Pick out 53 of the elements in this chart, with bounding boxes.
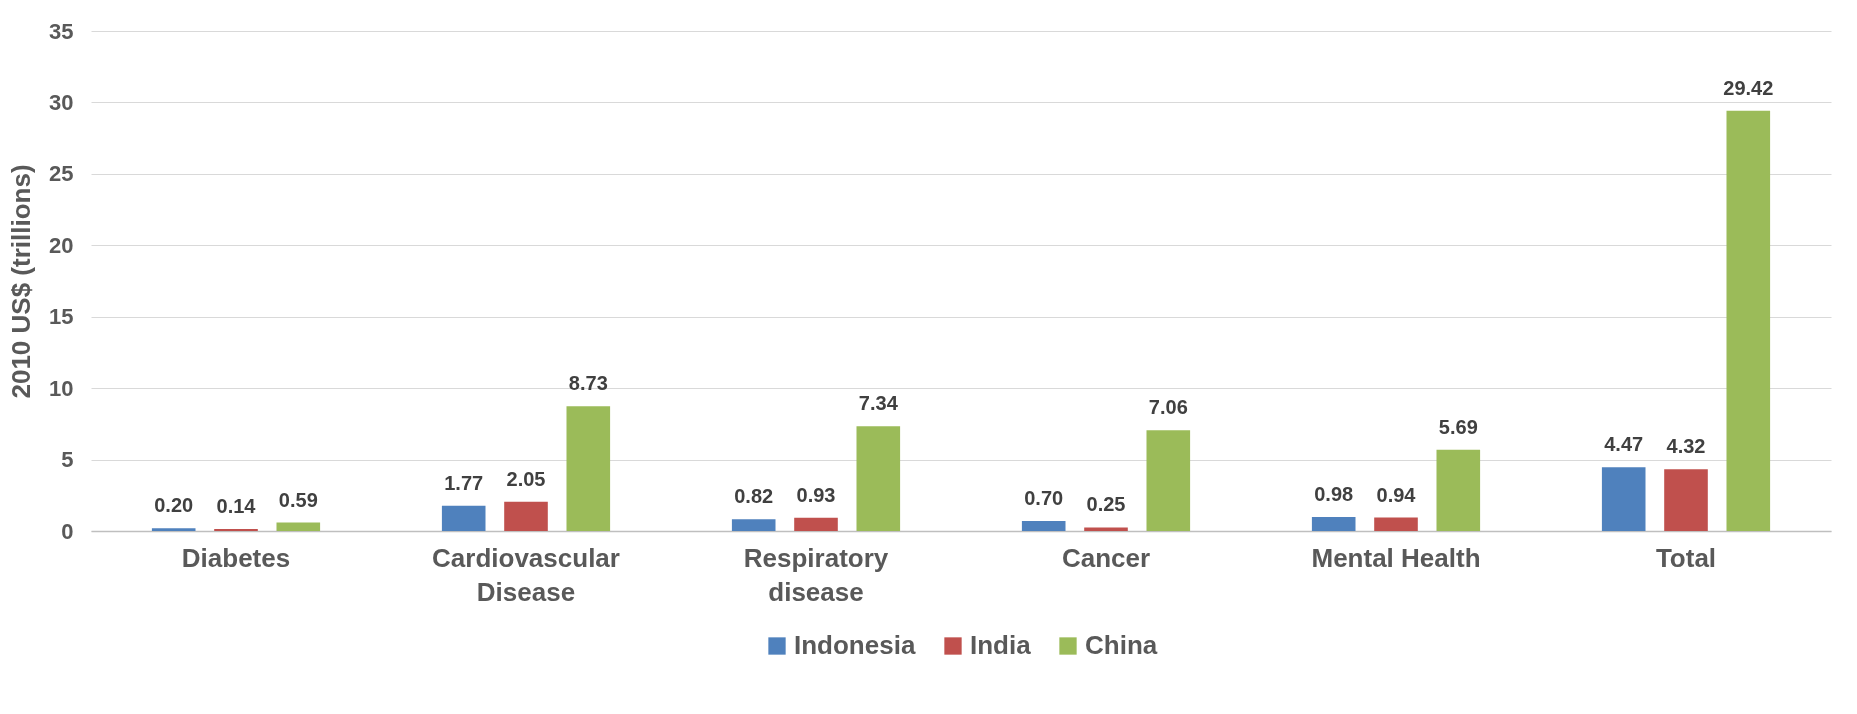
- data-label: 4.47: [1604, 433, 1644, 456]
- data-label: 0.94: [1376, 483, 1417, 506]
- bar: [566, 406, 611, 531]
- y-axis-title: 2010 US$ (trillions): [6, 164, 37, 399]
- data-label: 0.98: [1314, 483, 1354, 505]
- data-label: 1.77: [444, 471, 484, 494]
- y-tick-label: 0: [61, 518, 74, 544]
- data-label: 0.93: [796, 483, 836, 506]
- bar: [1664, 469, 1708, 531]
- legend-label: India: [970, 630, 1032, 660]
- bar: [151, 528, 196, 531]
- y-tick-label: 10: [49, 375, 74, 401]
- x-tick-label: Respiratory disease: [743, 542, 889, 607]
- bar: [731, 519, 776, 531]
- data-label: 8.73: [568, 372, 608, 395]
- bar: [856, 426, 901, 531]
- data-label: 0.14: [216, 495, 257, 517]
- data-label: 0.70: [1024, 487, 1064, 509]
- bar: [1311, 517, 1356, 531]
- bar: [1601, 467, 1646, 531]
- data-label: 4.32: [1666, 435, 1706, 458]
- x-tick-label: Diabetes: [181, 542, 291, 573]
- y-tick-label: 5: [61, 447, 74, 473]
- bar: [1146, 430, 1191, 531]
- bar: [1021, 521, 1066, 531]
- bar: [1726, 110, 1771, 531]
- data-label: 0.82: [734, 485, 774, 508]
- y-tick-label: 35: [49, 18, 74, 44]
- y-tick-label: 30: [49, 89, 74, 115]
- data-label: 7.34: [858, 392, 899, 415]
- data-label: 0.59: [278, 488, 318, 511]
- data-label: 5.69: [1438, 415, 1478, 438]
- y-tick-label: 20: [49, 232, 74, 258]
- bar: [1084, 527, 1128, 531]
- x-tick-label: Mental Health: [1311, 542, 1481, 573]
- data-label: 7.06: [1148, 396, 1188, 419]
- x-tick-label: Cardiovascular Disease: [432, 542, 620, 607]
- data-label: 0.20: [154, 494, 194, 517]
- legend-label: Indonesia: [794, 630, 916, 660]
- bar: [1436, 449, 1481, 531]
- legend-label: China: [1085, 630, 1158, 660]
- data-label: 0.25: [1086, 493, 1126, 516]
- data-label: 29.42: [1723, 76, 1774, 99]
- bar: [504, 501, 548, 531]
- data-label: 2.05: [506, 467, 546, 490]
- bar: [441, 505, 486, 531]
- x-tick-label: Cancer: [1061, 542, 1151, 573]
- bar: [276, 522, 321, 531]
- x-tick-label: Total: [1655, 542, 1717, 573]
- bar: [794, 517, 838, 531]
- y-tick-label: 15: [49, 304, 74, 330]
- bar: [1374, 517, 1418, 531]
- y-tick-label: 25: [49, 161, 74, 187]
